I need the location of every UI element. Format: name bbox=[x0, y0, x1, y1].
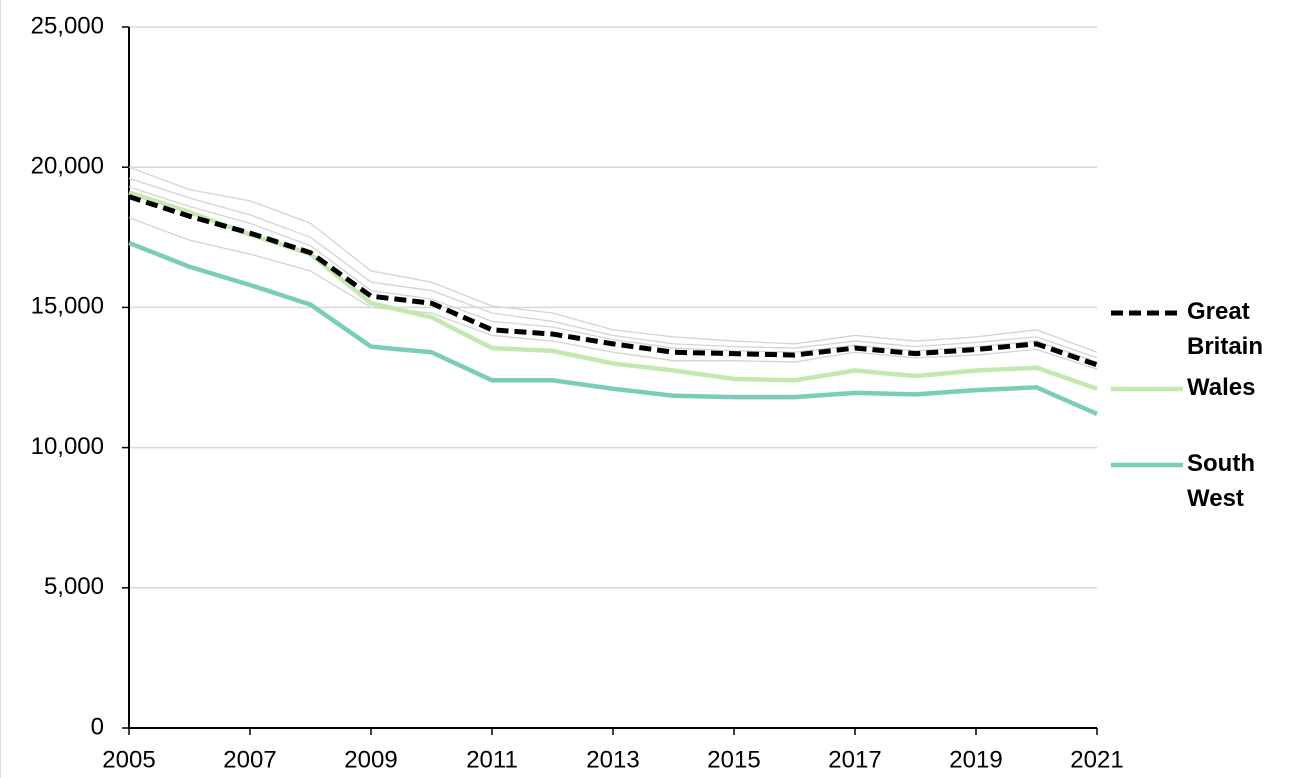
legend-label: Wales bbox=[1187, 374, 1256, 401]
x-tick-label: 2007 bbox=[223, 746, 276, 773]
background-line bbox=[128, 177, 1098, 359]
x-tick-label: 2005 bbox=[102, 746, 155, 773]
y-tick-label: 25,000 bbox=[31, 12, 104, 39]
background-line bbox=[128, 166, 1098, 353]
y-tick-label: 20,000 bbox=[31, 153, 104, 180]
y-tick-label: 15,000 bbox=[31, 293, 104, 320]
x-tick-label: 2015 bbox=[707, 746, 760, 773]
background-line bbox=[128, 217, 1098, 370]
series-line bbox=[128, 194, 1098, 368]
x-tick-label: 2019 bbox=[949, 746, 1002, 773]
x-tick-label: 2017 bbox=[828, 746, 881, 773]
x-tick-label: 2011 bbox=[466, 746, 518, 773]
x-tick-label: 2009 bbox=[344, 746, 397, 773]
series-line bbox=[128, 240, 1098, 417]
legend-label: South West bbox=[1187, 450, 1255, 512]
background-line bbox=[128, 186, 1098, 363]
x-tick-label: 2013 bbox=[586, 746, 639, 773]
y-tick-label: 5,000 bbox=[44, 573, 104, 600]
y-tick-label: 0 bbox=[91, 713, 104, 740]
y-tick-label: 10,000 bbox=[31, 433, 104, 460]
legend-label: Great Britain bbox=[1187, 298, 1264, 360]
x-tick-label: 2021 bbox=[1070, 746, 1123, 773]
